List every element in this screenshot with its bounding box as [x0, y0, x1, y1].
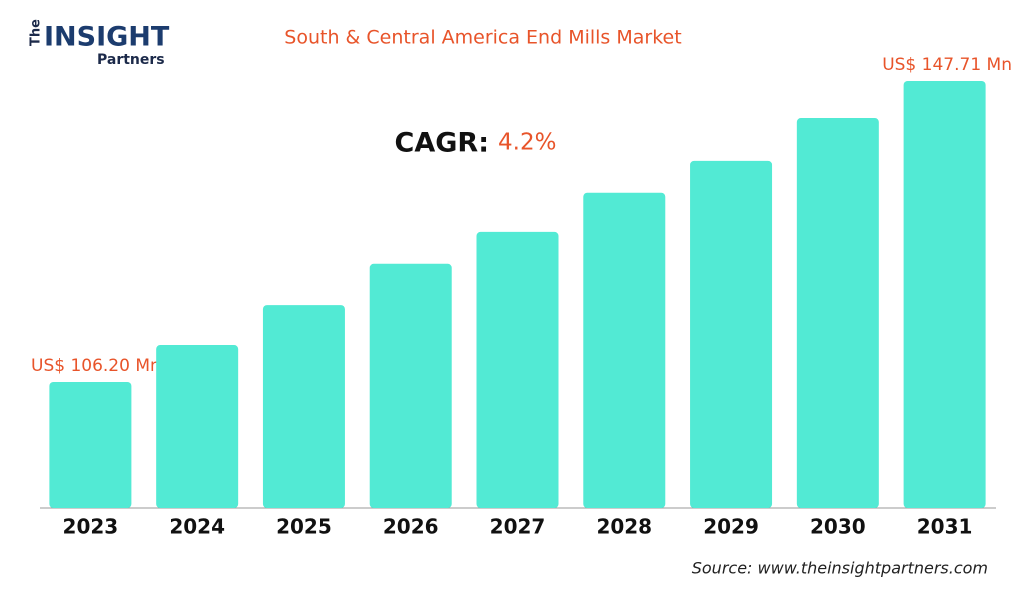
value-label: US$ 106.20 Mn	[31, 356, 161, 376]
bar	[156, 345, 239, 508]
bar	[476, 231, 559, 509]
logo-prefix: The	[29, 19, 44, 46]
x-tick-label: 2031	[917, 515, 973, 539]
x-tick-label: 2030	[810, 515, 866, 539]
x-tick-label: 2028	[596, 515, 652, 539]
bar	[796, 118, 879, 509]
value-label: US$ 147.71 Mn	[882, 55, 1012, 75]
x-tick-label: 2023	[63, 515, 119, 539]
cagr-value: 4.2%	[498, 130, 556, 156]
cagr-label: CAGR:	[395, 128, 489, 159]
x-tick-label: 2024	[169, 515, 225, 539]
bar	[369, 263, 452, 508]
bar	[49, 382, 132, 508]
x-tick-label: 2025	[276, 515, 332, 539]
logo-suffix: Partners	[97, 52, 165, 68]
bar	[690, 160, 773, 508]
x-tick-label: 2029	[703, 515, 759, 539]
logo-name: INSIGHT	[44, 22, 170, 53]
x-tick-label: 2027	[490, 515, 546, 539]
chart-title: South & Central America End Mills Market	[284, 27, 681, 49]
source: Source: www.theinsightpartners.com	[692, 559, 988, 578]
bar	[583, 192, 666, 508]
x-tick-label: 2026	[383, 515, 439, 539]
bar	[262, 305, 345, 508]
bar	[903, 81, 986, 508]
